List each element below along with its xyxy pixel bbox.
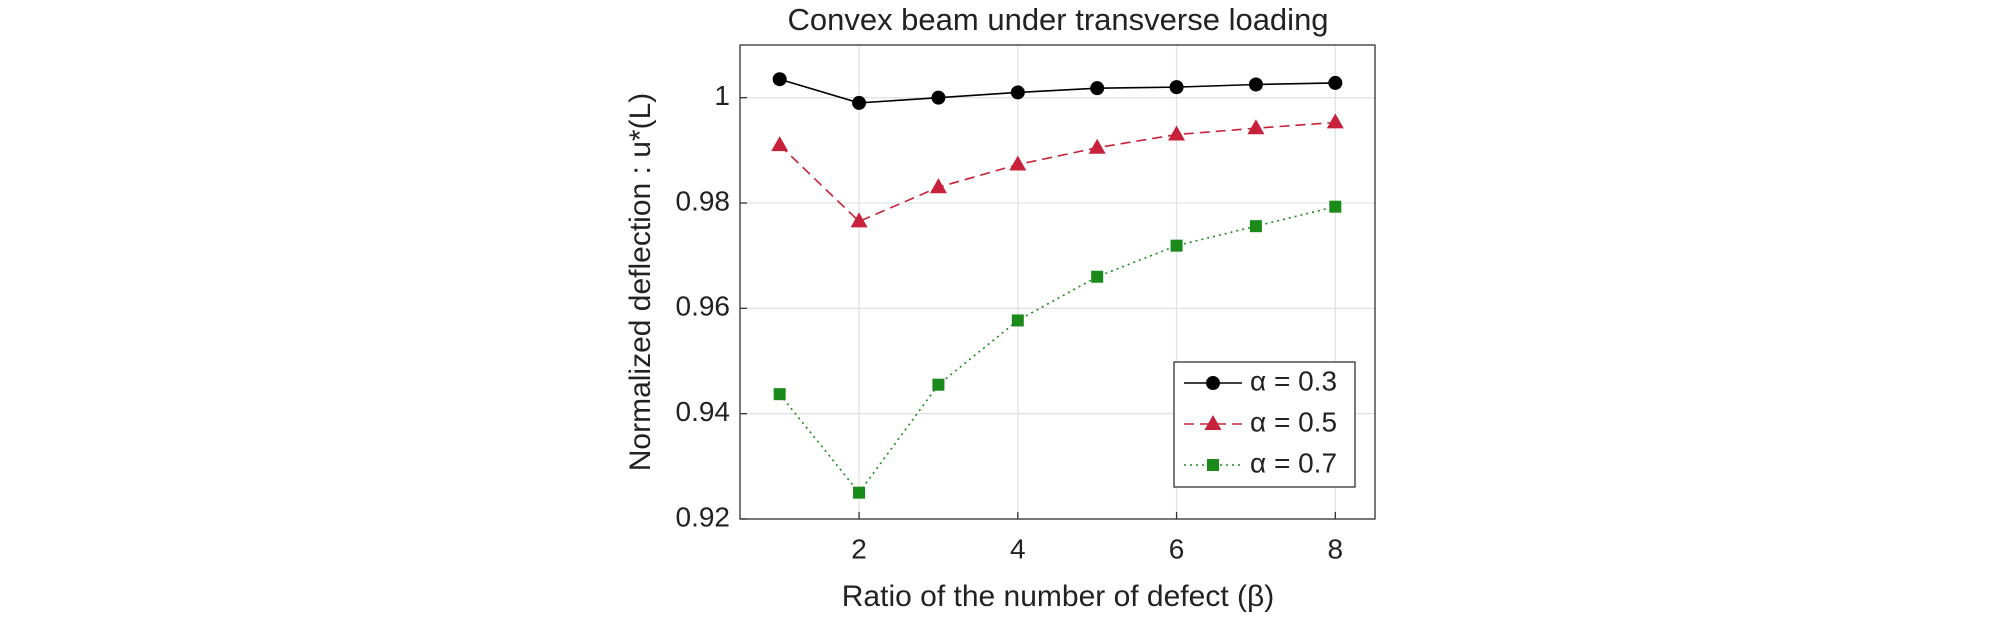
y-tick-label: 0.96 <box>676 291 731 322</box>
marker <box>850 212 868 228</box>
plot-frame <box>739 44 1376 520</box>
marker <box>1329 200 1342 213</box>
series-line <box>779 205 1336 494</box>
marker <box>1170 239 1183 252</box>
marker <box>1088 138 1106 154</box>
y-tick-label: 0.98 <box>676 185 731 216</box>
marker <box>1207 459 1219 471</box>
x-tick-label: 4 <box>1010 533 1026 564</box>
marker <box>1247 119 1265 135</box>
marker <box>929 178 947 194</box>
legend: α = 0.3 α = 0.5 α = 0.7 <box>1173 361 1356 488</box>
marker <box>1168 125 1186 141</box>
marker <box>1326 113 1344 129</box>
x-tick-label: 2 <box>851 533 867 564</box>
marker <box>1248 77 1263 92</box>
marker <box>1009 155 1027 171</box>
marker <box>772 72 787 87</box>
legend-label: α = 0.5 <box>1250 406 1337 437</box>
marker <box>771 136 789 152</box>
marker <box>773 388 786 401</box>
x-axis-label: Ratio of the number of defect (β) <box>842 580 1274 613</box>
marker <box>1090 81 1105 96</box>
y-tick-label: 1 <box>714 80 730 111</box>
y-tick-label: 0.92 <box>676 501 731 532</box>
marker <box>1011 314 1024 327</box>
y-tick-label: 0.94 <box>676 396 731 427</box>
x-tick-label: 6 <box>1169 533 1185 564</box>
marker <box>1328 75 1343 90</box>
series-line <box>779 78 1336 104</box>
legend-label: α = 0.3 <box>1250 365 1337 396</box>
marker <box>1206 376 1220 390</box>
marker <box>931 90 946 105</box>
marker <box>853 486 866 499</box>
marker <box>932 378 945 391</box>
chart-title: Convex beam under transverse loading <box>787 2 1328 37</box>
x-tick-label: 8 <box>1328 533 1344 564</box>
marker <box>1169 80 1184 95</box>
series-line <box>779 121 1336 223</box>
y-axis-label: Normalized deflection : u*(L) <box>624 93 657 472</box>
legend-label: α = 0.7 <box>1250 447 1337 478</box>
marker <box>852 95 867 110</box>
marker <box>1091 270 1104 283</box>
marker <box>1204 415 1222 430</box>
marker <box>1010 85 1025 100</box>
marker <box>1249 220 1262 233</box>
